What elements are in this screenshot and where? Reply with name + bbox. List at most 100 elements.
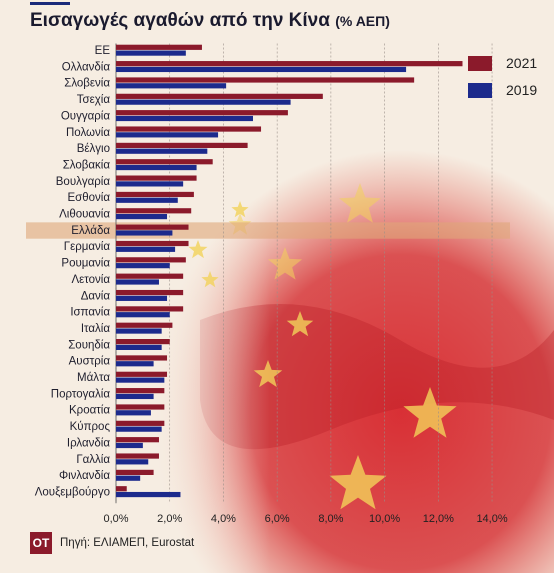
category-label: Δανία [81, 290, 111, 302]
chart-title-text: Εισαγωγές αγαθών από την Κίνα [30, 10, 330, 31]
category-label: ΕΕ [95, 45, 111, 57]
x-tick-label: 10,0% [369, 513, 400, 525]
bar-2019 [116, 66, 407, 73]
bar-2019 [116, 344, 162, 350]
bar-2021 [116, 77, 415, 83]
bar-2021 [116, 289, 184, 296]
category-label: Πορτογαλία [51, 388, 111, 400]
bar-2021 [116, 339, 170, 345]
publisher-logo: OT [30, 532, 52, 554]
bar-2019 [116, 197, 178, 203]
category-label: Γερμανία [64, 241, 111, 253]
flag-star-icon [329, 455, 387, 510]
bar-2021 [116, 61, 463, 67]
category-labels: ΕΕ Ολλανδία Σλοβενία Τσεχία Ουγγαρία Πολωνία Β… [35, 45, 111, 498]
bar-2019 [116, 393, 154, 400]
legend-swatch-2021 [468, 56, 492, 71]
bar-2019 [116, 164, 197, 171]
x-tick-label: 6,0% [265, 513, 290, 525]
flag-star-icon [339, 183, 381, 223]
bar-2019 [116, 115, 253, 122]
flag-star-icon [253, 360, 283, 388]
bar-2019 [116, 246, 176, 252]
bar-2021 [116, 126, 262, 132]
legend-label-2021: 2021 [506, 55, 537, 71]
bar-2019 [116, 181, 184, 187]
bar-2019 [116, 279, 159, 285]
category-label: Σλοβακία [63, 159, 111, 171]
bar-2019 [116, 132, 219, 138]
bar-2021 [116, 208, 192, 214]
footer: OT Πηγή: ΕΛΙΑΜΕΠ, Eurostat [30, 529, 194, 557]
category-label: Ελλάδα [71, 225, 110, 237]
bar-2021 [116, 142, 248, 148]
bar-2021 [116, 371, 168, 377]
bar-2021 [116, 93, 323, 99]
bar-2021 [116, 404, 165, 410]
category-label: Ουγγαρία [61, 110, 110, 122]
bar-2019 [116, 491, 181, 498]
bar-2019 [116, 148, 208, 154]
bar-2019 [116, 50, 186, 56]
bar-2019 [116, 377, 165, 383]
bar-2021 [116, 224, 189, 230]
flag-star-icon [403, 387, 457, 438]
flag-background [150, 150, 554, 573]
category-label: Τσεχία [77, 94, 111, 106]
category-label: Σουηδία [68, 339, 110, 351]
bar-2019 [116, 312, 170, 318]
flag-star-icon [188, 240, 208, 259]
bar-2021 [116, 486, 127, 492]
bar-2019 [116, 295, 168, 301]
bar-2021 [116, 257, 186, 263]
category-label: Ιρλανδία [67, 437, 110, 449]
legend-label-2019: 2019 [506, 82, 537, 98]
bar-2021 [116, 453, 159, 459]
bar-2019 [116, 214, 168, 220]
category-label: Γαλλία [76, 454, 110, 466]
x-tick-label: 14,0% [476, 513, 507, 525]
bar-2021 [116, 420, 165, 426]
category-label: Ιταλία [81, 323, 111, 335]
flag-star-icon [201, 271, 219, 288]
category-label: Εσθονία [67, 192, 110, 204]
chart-title: Εισαγωγές αγαθών από την Κίνα (% ΑΕΠ) [30, 10, 390, 32]
x-tick-label: 0,0% [103, 513, 128, 525]
flag-star-icon [267, 247, 303, 280]
bar-2021 [116, 44, 202, 50]
legend: 2021 2019 [468, 55, 537, 98]
flag-star-icon [286, 311, 314, 337]
category-label: Ρουμανία [61, 258, 110, 270]
category-label: Λουξεμβούργο [35, 486, 110, 498]
bar-2021 [116, 175, 197, 181]
category-label: Κύπρος [70, 421, 111, 433]
bar-2019 [116, 263, 170, 269]
flag-star-icon [231, 201, 249, 218]
bar-2021 [116, 469, 154, 475]
bar-2021 [116, 388, 165, 394]
bar-2021 [116, 191, 194, 198]
bar-2019 [116, 230, 173, 236]
category-label: Ολλανδία [62, 61, 111, 73]
flag-fold-shadow [200, 304, 554, 450]
bar-2021 [116, 159, 213, 165]
bar-2019 [116, 410, 151, 416]
title-accent-rule [30, 2, 70, 5]
bar-2019 [116, 361, 154, 367]
bar-2019 [116, 83, 227, 89]
category-label: Πολωνία [66, 127, 110, 139]
category-label: Αυστρία [69, 356, 111, 368]
bar-2019 [116, 426, 162, 432]
category-label: Ισπανία [70, 307, 110, 319]
category-label: Σλοβενία [64, 78, 110, 90]
bar-2021 [116, 306, 184, 312]
bar-2021 [116, 110, 288, 116]
bar-2019 [116, 442, 143, 449]
category-label: Βέλγιο [77, 143, 110, 155]
x-tick-label: 2,0% [157, 513, 182, 525]
x-tick-label: 4,0% [211, 513, 236, 525]
bar-2021 [116, 273, 184, 279]
bar-2021 [116, 322, 173, 328]
flag-left-fade [150, 150, 270, 573]
